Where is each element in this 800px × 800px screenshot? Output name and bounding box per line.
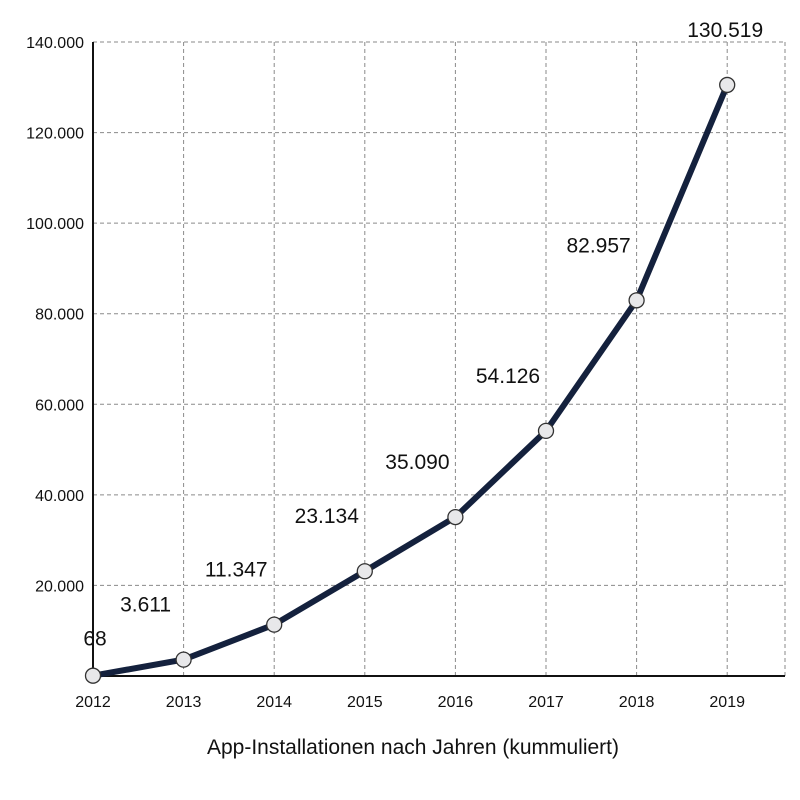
- y-tick-label: 100.000: [26, 216, 84, 233]
- data-label: 54.126: [476, 365, 540, 388]
- data-label: 35.090: [385, 451, 449, 474]
- x-tick-label: 2013: [166, 694, 202, 711]
- x-tick-label: 2012: [75, 694, 111, 711]
- y-tick-label: 60.000: [35, 397, 84, 414]
- data-label: 3.611: [120, 594, 171, 617]
- data-labels: 68 3.611 11.347 23.134 35.090 54.126 82.957 130…: [83, 19, 763, 651]
- y-tick-label: 40.000: [35, 488, 84, 505]
- y-tick-label: 140.000: [26, 35, 84, 52]
- x-tick-label: 2015: [347, 694, 383, 711]
- x-axis-title: App-Installationen nach Jahren (kummulie…: [207, 736, 619, 759]
- data-label: 11.347: [205, 559, 268, 582]
- grid-lines: [93, 41, 786, 676]
- x-tick-label: 2014: [256, 694, 292, 711]
- x-tick-label: 2017: [528, 694, 564, 711]
- x-tick-label: 2016: [438, 694, 474, 711]
- data-point: [628, 292, 645, 309]
- data-label: 130.519: [687, 19, 763, 42]
- data-point: [266, 616, 283, 633]
- y-tick-label: 80.000: [35, 307, 84, 324]
- data-point: [356, 563, 373, 580]
- tick-labels: 20.000 40.000 60.000 80.000 100.000 120.000 14…: [26, 35, 745, 711]
- data-point: [719, 76, 736, 94]
- y-tick-label: 120.000: [26, 126, 84, 143]
- x-tick-label: 2019: [709, 694, 745, 711]
- axes: [92, 42, 785, 677]
- data-label: 82.957: [566, 234, 630, 257]
- data-label: 68: [83, 628, 106, 651]
- series-line: [90, 81, 731, 679]
- y-tick-label: 20.000: [35, 578, 84, 595]
- data-point: [447, 508, 464, 526]
- data-point: [537, 422, 555, 440]
- series: [84, 76, 736, 684]
- data-point: [84, 667, 102, 684]
- x-tick-label: 2018: [619, 694, 655, 711]
- data-point: [175, 651, 192, 668]
- data-label: 23.134: [295, 505, 360, 528]
